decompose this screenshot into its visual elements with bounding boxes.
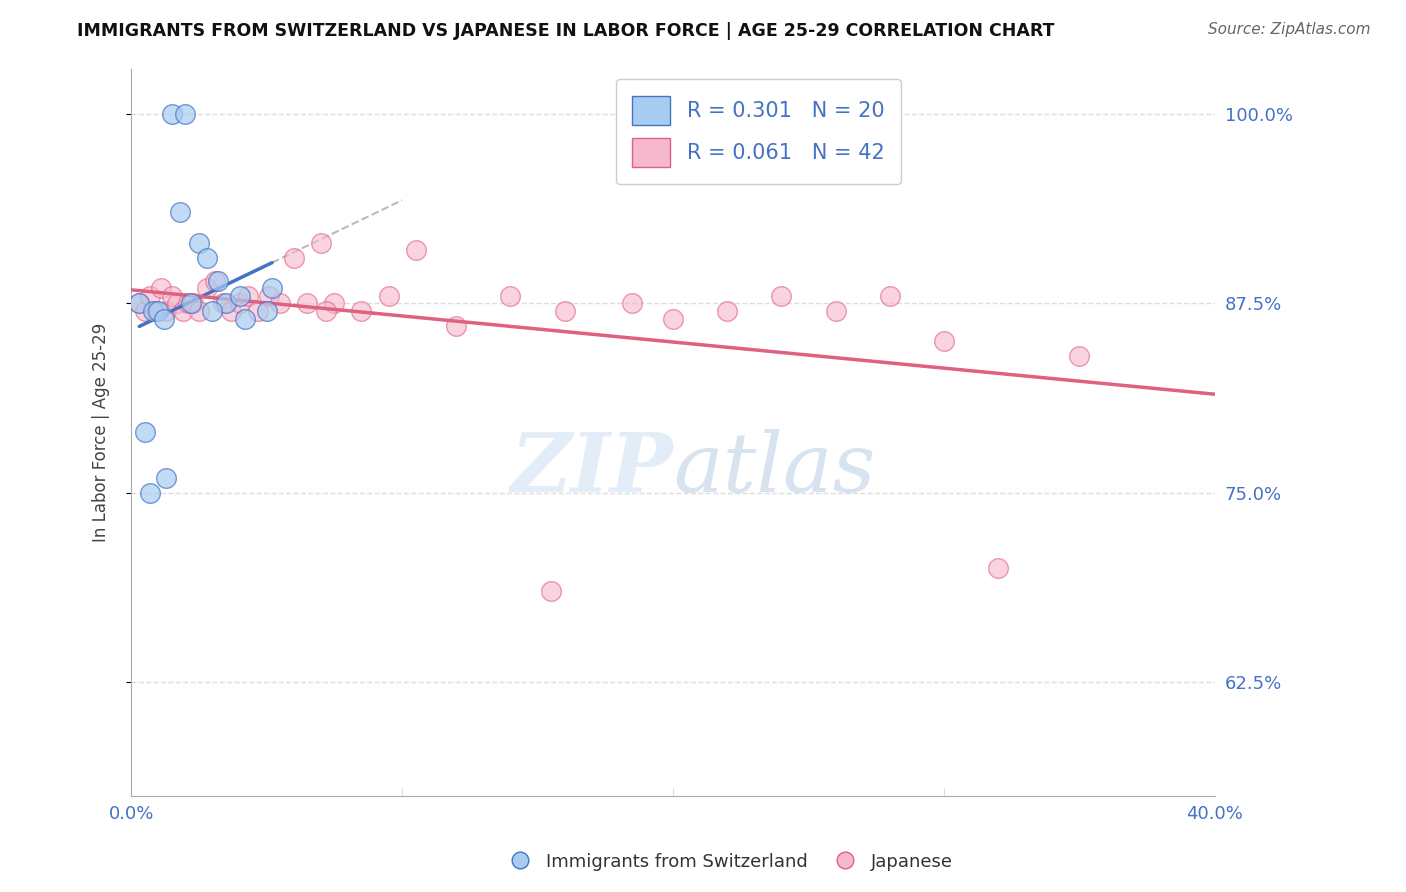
Point [152,311,174,326]
Point [315,304,337,318]
Point [155,470,177,484]
Point [770,289,793,303]
Point [446,319,468,334]
Point [212,296,235,310]
Point [228,296,250,310]
Point [269,296,291,310]
Point [377,289,399,303]
Point [259,289,281,303]
Text: ZIP: ZIP [510,428,673,508]
Point [155,304,177,318]
Text: atlas: atlas [673,428,876,508]
Point [824,304,846,318]
Point [201,304,224,318]
Point [932,334,955,349]
Text: IMMIGRANTS FROM SWITZERLAND VS JAPANESE IN LABOR FORCE | AGE 25-29 CORRELATION C: IMMIGRANTS FROM SWITZERLAND VS JAPANESE … [77,22,1054,40]
Point [183,296,205,310]
Point [350,304,373,318]
Point [662,311,685,326]
Point [128,296,150,310]
Point [499,289,522,303]
Point [987,561,1010,575]
Y-axis label: In Labor Force | Age 25-29: In Labor Force | Age 25-29 [93,323,110,541]
Legend: Immigrants from Switzerland, Japanese: Immigrants from Switzerland, Japanese [502,845,960,879]
Point [149,281,172,295]
Point [148,304,170,318]
Legend: R = 0.301   N = 20, R = 0.061   N = 42: R = 0.301 N = 20, R = 0.061 N = 42 [616,78,901,184]
Point [236,289,259,303]
Point [215,296,238,310]
Point [134,425,156,439]
Point [309,235,332,250]
Point [174,107,197,121]
Point [207,274,229,288]
Point [160,289,183,303]
Point [139,485,162,500]
Point [879,289,901,303]
Point [187,235,209,250]
Point [134,304,156,318]
Text: Source: ZipAtlas.com: Source: ZipAtlas.com [1208,22,1371,37]
Point [247,304,270,318]
Point [177,296,200,310]
Point [554,304,576,318]
Point [142,304,165,318]
Point [204,274,226,288]
Point [233,311,256,326]
Point [260,281,283,295]
Point [323,296,346,310]
Point [172,304,194,318]
Point [228,289,250,303]
Point [716,304,738,318]
Point [221,304,243,318]
Point [283,251,305,265]
Point [297,296,319,310]
Point [128,296,150,310]
Point [166,296,188,310]
Point [1069,350,1091,364]
Point [195,281,218,295]
Point [180,296,202,310]
Point [621,296,644,310]
Point [187,304,209,318]
Point [256,304,278,318]
Point [540,584,562,599]
Point [195,251,218,265]
Point [169,205,191,219]
Point [405,244,427,258]
Point [160,107,183,121]
Point [139,289,162,303]
Point [145,304,167,318]
